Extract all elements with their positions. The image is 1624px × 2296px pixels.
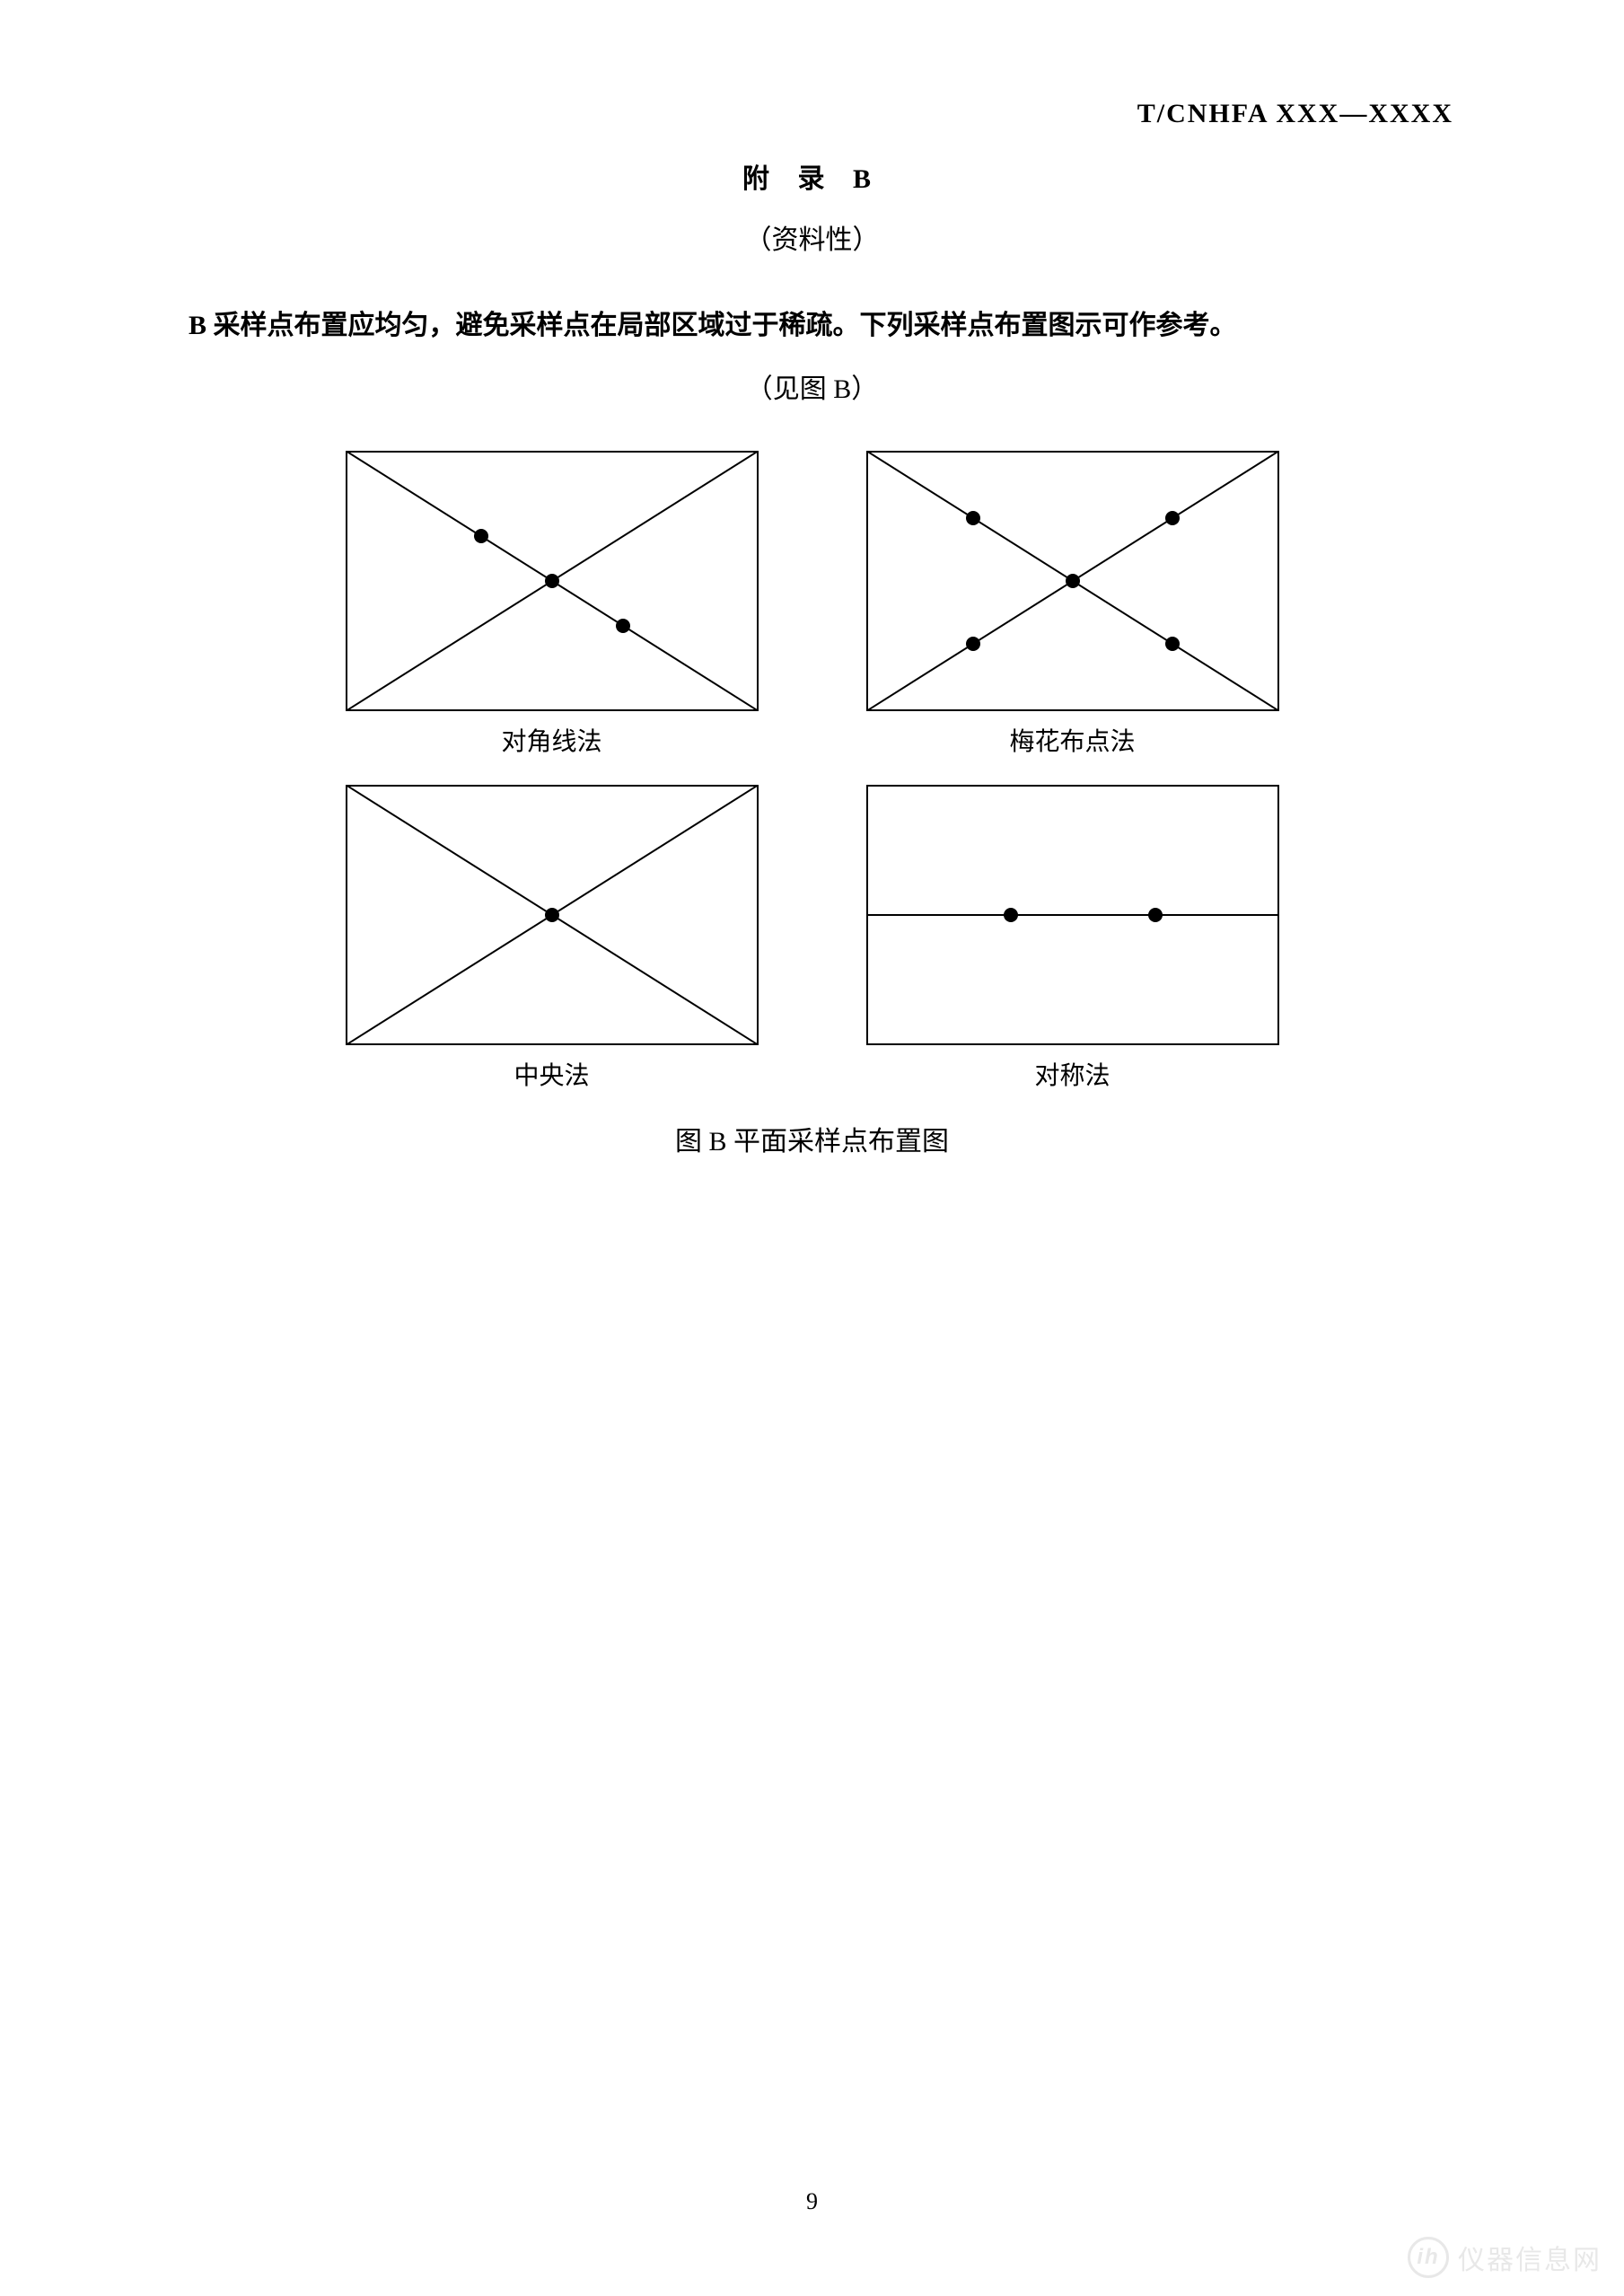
diagram-diagonal-label: 对角线法 bbox=[501, 722, 601, 758]
page-number: 9 bbox=[0, 2188, 1624, 2215]
body-paragraph: B 采样点布置应均匀，避免采样点在局部区域过于稀疏。下列采样点布置图示可作参考。 bbox=[189, 302, 1453, 350]
figure-reference: （见图 B） bbox=[162, 366, 1462, 406]
diagram-center: 中央法 bbox=[319, 785, 786, 1092]
diagram-quincunx: 梅花布点法 bbox=[839, 451, 1306, 758]
diagram-diagonal: 对角线法 bbox=[319, 451, 786, 758]
diagram-quincunx-svg bbox=[866, 451, 1279, 711]
document-page: T/CNHFA XXX—XXXX 附 录 B （资料性） B 采样点布置应均匀，… bbox=[0, 0, 1624, 2296]
diagram-center-svg bbox=[346, 785, 759, 1045]
figure-caption: 图 B 平面采样点布置图 bbox=[162, 1119, 1462, 1158]
diagram-symmetric-svg bbox=[866, 785, 1279, 1045]
diagram-diagonal-svg bbox=[346, 451, 759, 711]
document-number: T/CNHFA XXX—XXXX bbox=[162, 99, 1462, 129]
diagram-center-label: 中央法 bbox=[514, 1056, 589, 1092]
appendix-subtitle: （资料性） bbox=[162, 217, 1462, 257]
watermark-icon: ih bbox=[1408, 2237, 1449, 2278]
diagram-grid: 对角线法 梅花布点法 中央法 对称法 bbox=[319, 451, 1306, 1092]
diagram-symmetric: 对称法 bbox=[839, 785, 1306, 1092]
appendix-title: 附 录 B bbox=[162, 156, 1462, 196]
diagram-quincunx-label: 梅花布点法 bbox=[1009, 722, 1135, 758]
watermark: ih 仪器信息网 bbox=[1408, 2237, 1602, 2278]
watermark-text: 仪器信息网 bbox=[1458, 2238, 1602, 2277]
diagram-symmetric-label: 对称法 bbox=[1034, 1056, 1110, 1092]
